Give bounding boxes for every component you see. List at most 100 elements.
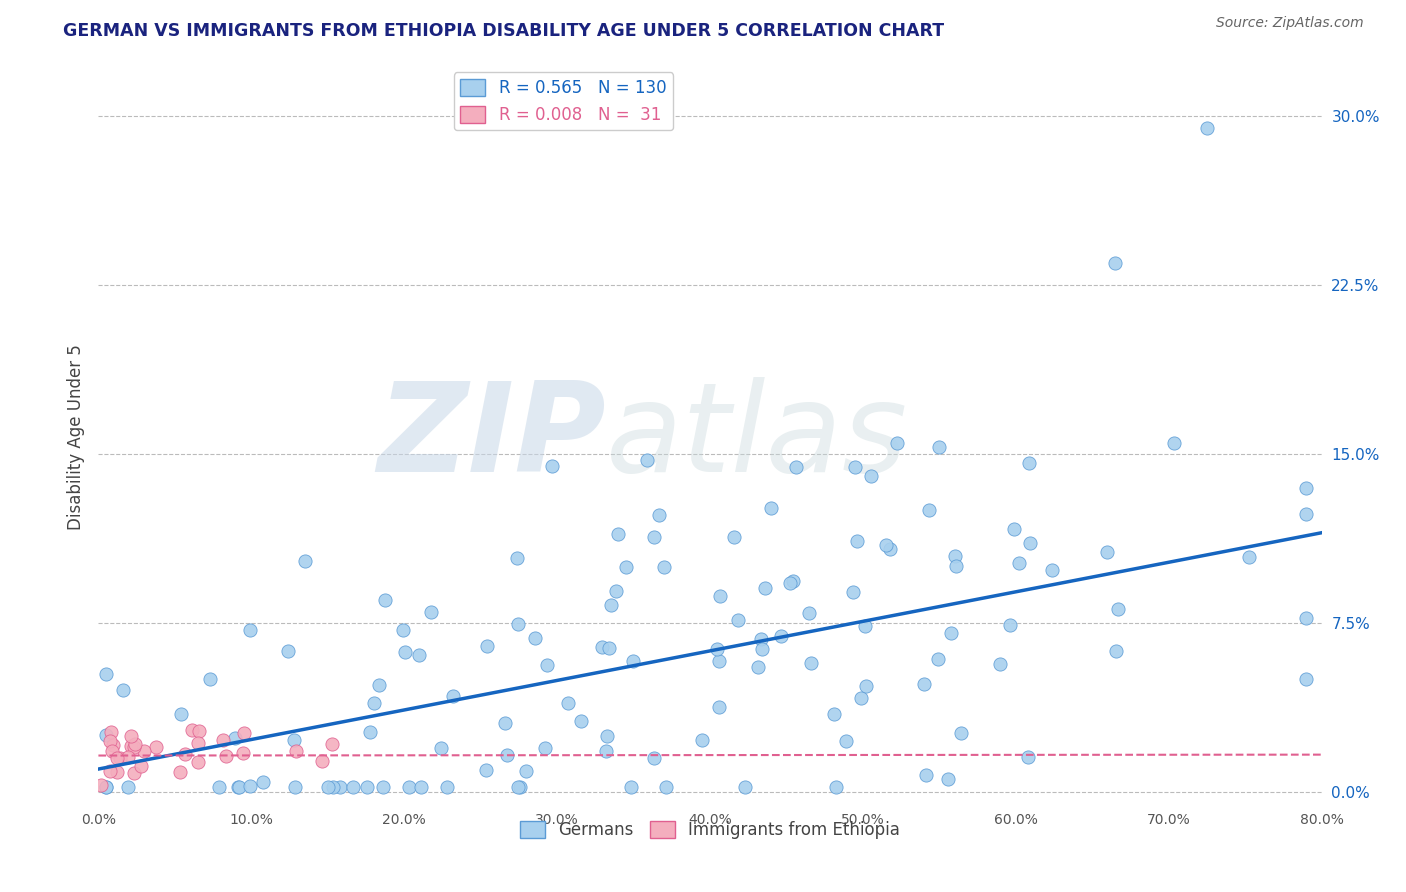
Point (648, 508, 671, 523)
Point (1295, 507, 1317, 521)
Point (117, 750, 139, 764)
Point (605, 583, 627, 598)
Point (90, 778, 112, 792)
Point (800, 656, 823, 670)
Point (101, 744, 124, 758)
Point (94, 780, 117, 794)
Point (200, 672, 222, 686)
Point (322, 780, 344, 794)
Point (853, 618, 876, 632)
Point (174, 747, 197, 762)
Point (132, 744, 155, 758)
Point (998, 618, 1021, 632)
Point (311, 754, 333, 768)
Point (607, 527, 630, 541)
Point (849, 690, 872, 705)
Point (707, 699, 730, 714)
Point (598, 641, 620, 656)
Point (1163, 435, 1185, 450)
Point (727, 613, 749, 627)
Point (759, 501, 782, 516)
Point (506, 550, 529, 565)
Point (915, 768, 938, 782)
Point (108, 750, 131, 764)
Point (886, 435, 908, 450)
Text: Source: ZipAtlas.com: Source: ZipAtlas.com (1216, 16, 1364, 30)
Point (835, 734, 858, 748)
Point (770, 629, 793, 643)
Point (124, 737, 146, 751)
Point (1295, 611, 1317, 625)
Point (595, 744, 617, 758)
Point (226, 780, 249, 794)
Point (779, 576, 801, 591)
Point (855, 679, 877, 693)
Point (655, 780, 678, 794)
Point (844, 460, 866, 475)
Point (101, 739, 124, 753)
Point (495, 748, 517, 763)
Point (707, 654, 730, 668)
Point (105, 751, 128, 765)
Point (100, 724, 122, 739)
Point (536, 658, 558, 673)
Y-axis label: Disability Age Under 5: Disability Age Under 5 (66, 344, 84, 530)
Point (636, 453, 658, 467)
Point (842, 585, 865, 599)
Point (294, 553, 316, 567)
Point (112, 682, 135, 697)
Point (751, 641, 773, 656)
Point (117, 780, 139, 794)
Point (723, 530, 745, 544)
Point (918, 502, 941, 516)
Point (1018, 536, 1040, 550)
Point (374, 593, 396, 607)
Point (284, 780, 307, 794)
Point (105, 764, 128, 779)
Point (879, 541, 901, 556)
Point (373, 780, 395, 794)
Point (356, 780, 378, 794)
Point (596, 729, 619, 743)
Point (98, 764, 121, 779)
Point (1104, 255, 1126, 269)
Point (188, 723, 211, 738)
Point (283, 733, 305, 747)
Point (474, 763, 496, 777)
Point (1195, 120, 1218, 135)
Point (621, 654, 644, 668)
Point (208, 780, 231, 794)
Point (823, 706, 845, 721)
Point (215, 749, 238, 764)
Point (534, 741, 557, 756)
Point (652, 560, 675, 574)
Point (120, 730, 142, 744)
Point (420, 605, 443, 619)
Point (614, 560, 637, 574)
Point (928, 441, 950, 455)
Point (1008, 556, 1031, 570)
Point (1040, 563, 1063, 577)
Point (232, 726, 254, 740)
Point (643, 531, 665, 545)
Point (94, 666, 117, 681)
Point (436, 780, 458, 794)
Point (329, 780, 352, 794)
Point (120, 739, 142, 753)
Point (409, 780, 432, 794)
Point (316, 780, 339, 794)
Point (943, 549, 966, 564)
Point (936, 772, 959, 786)
Point (557, 696, 579, 710)
Point (706, 642, 728, 657)
Text: atlas: atlas (606, 376, 908, 498)
Point (1295, 482, 1317, 496)
Point (825, 780, 848, 794)
Point (368, 678, 391, 692)
Point (398, 780, 420, 794)
Point (988, 657, 1011, 671)
Point (797, 606, 820, 620)
Point (1239, 550, 1261, 565)
Point (846, 533, 869, 548)
Point (98, 733, 121, 747)
